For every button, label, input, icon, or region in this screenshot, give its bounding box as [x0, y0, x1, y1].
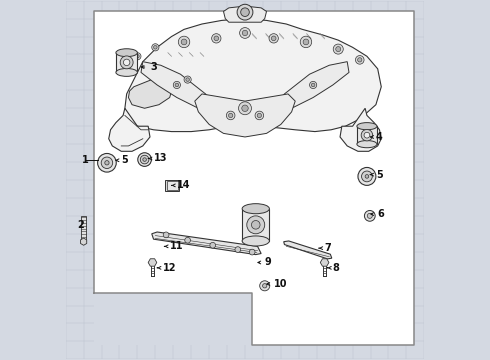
Circle shape	[355, 55, 364, 64]
Text: 13: 13	[153, 153, 167, 163]
Circle shape	[310, 81, 317, 89]
Circle shape	[163, 232, 169, 238]
Ellipse shape	[101, 157, 113, 168]
Circle shape	[271, 36, 276, 41]
Circle shape	[241, 8, 249, 17]
Circle shape	[243, 30, 247, 36]
Bar	[95, 12, 414, 345]
Polygon shape	[320, 259, 329, 266]
Circle shape	[255, 111, 264, 120]
Circle shape	[249, 249, 255, 255]
Text: 9: 9	[265, 257, 271, 267]
Ellipse shape	[242, 204, 270, 214]
Bar	[166, 180, 179, 192]
Ellipse shape	[357, 140, 377, 148]
Circle shape	[365, 211, 375, 221]
Circle shape	[240, 28, 250, 39]
Circle shape	[364, 132, 370, 138]
Circle shape	[257, 113, 262, 118]
Bar	[167, 181, 177, 190]
Circle shape	[300, 36, 312, 48]
Circle shape	[228, 113, 233, 118]
Polygon shape	[195, 94, 295, 137]
Ellipse shape	[98, 153, 116, 172]
Text: 3: 3	[150, 62, 157, 72]
Circle shape	[361, 130, 373, 141]
Ellipse shape	[116, 49, 137, 57]
Circle shape	[134, 53, 141, 60]
Polygon shape	[128, 76, 173, 108]
Bar	[95, 293, 252, 345]
Circle shape	[212, 34, 221, 43]
Circle shape	[239, 102, 251, 115]
Circle shape	[136, 54, 139, 58]
Text: 5: 5	[376, 170, 383, 180]
Polygon shape	[340, 108, 381, 151]
Bar	[242, 209, 270, 241]
Circle shape	[235, 247, 241, 252]
Circle shape	[237, 4, 253, 20]
Polygon shape	[284, 241, 332, 259]
Circle shape	[260, 281, 270, 291]
Circle shape	[178, 36, 190, 48]
Circle shape	[358, 58, 362, 62]
Circle shape	[181, 39, 187, 45]
Text: 2: 2	[77, 220, 84, 230]
Polygon shape	[80, 238, 87, 245]
Circle shape	[185, 237, 191, 243]
Text: 6: 6	[378, 209, 385, 219]
Ellipse shape	[105, 161, 109, 165]
Bar	[81, 216, 86, 241]
Circle shape	[247, 216, 265, 234]
Ellipse shape	[362, 171, 372, 182]
Circle shape	[311, 83, 315, 87]
Circle shape	[153, 45, 157, 49]
Polygon shape	[125, 19, 381, 132]
Text: 8: 8	[333, 263, 340, 273]
Circle shape	[226, 111, 235, 120]
Circle shape	[251, 221, 260, 229]
Ellipse shape	[242, 236, 270, 246]
Ellipse shape	[143, 158, 147, 161]
Ellipse shape	[357, 123, 377, 130]
Circle shape	[242, 105, 248, 112]
Polygon shape	[141, 62, 216, 112]
Ellipse shape	[358, 167, 376, 185]
Circle shape	[269, 34, 278, 43]
Circle shape	[175, 83, 179, 87]
Text: 14: 14	[177, 180, 190, 190]
Polygon shape	[223, 6, 267, 22]
Text: 11: 11	[170, 241, 183, 251]
Text: 1: 1	[82, 155, 89, 165]
Polygon shape	[152, 232, 261, 255]
Ellipse shape	[138, 153, 151, 166]
Text: 4: 4	[376, 132, 383, 142]
Circle shape	[303, 39, 309, 45]
Circle shape	[263, 284, 267, 288]
Polygon shape	[109, 108, 150, 151]
Polygon shape	[274, 62, 349, 112]
Circle shape	[184, 76, 191, 83]
Bar	[357, 126, 377, 144]
Text: 10: 10	[274, 279, 287, 289]
Circle shape	[173, 81, 180, 89]
Text: 7: 7	[324, 243, 331, 253]
Circle shape	[120, 56, 133, 69]
Ellipse shape	[365, 175, 368, 178]
Text: 5: 5	[122, 155, 128, 165]
Bar	[116, 53, 137, 72]
Circle shape	[333, 44, 343, 54]
Polygon shape	[148, 259, 157, 266]
Circle shape	[123, 59, 130, 66]
Circle shape	[368, 213, 372, 219]
Circle shape	[186, 78, 190, 81]
Circle shape	[336, 46, 341, 51]
Circle shape	[214, 36, 219, 41]
Ellipse shape	[140, 155, 149, 164]
Text: 12: 12	[163, 263, 176, 273]
Circle shape	[152, 44, 159, 51]
Ellipse shape	[116, 68, 137, 76]
Circle shape	[210, 242, 216, 248]
